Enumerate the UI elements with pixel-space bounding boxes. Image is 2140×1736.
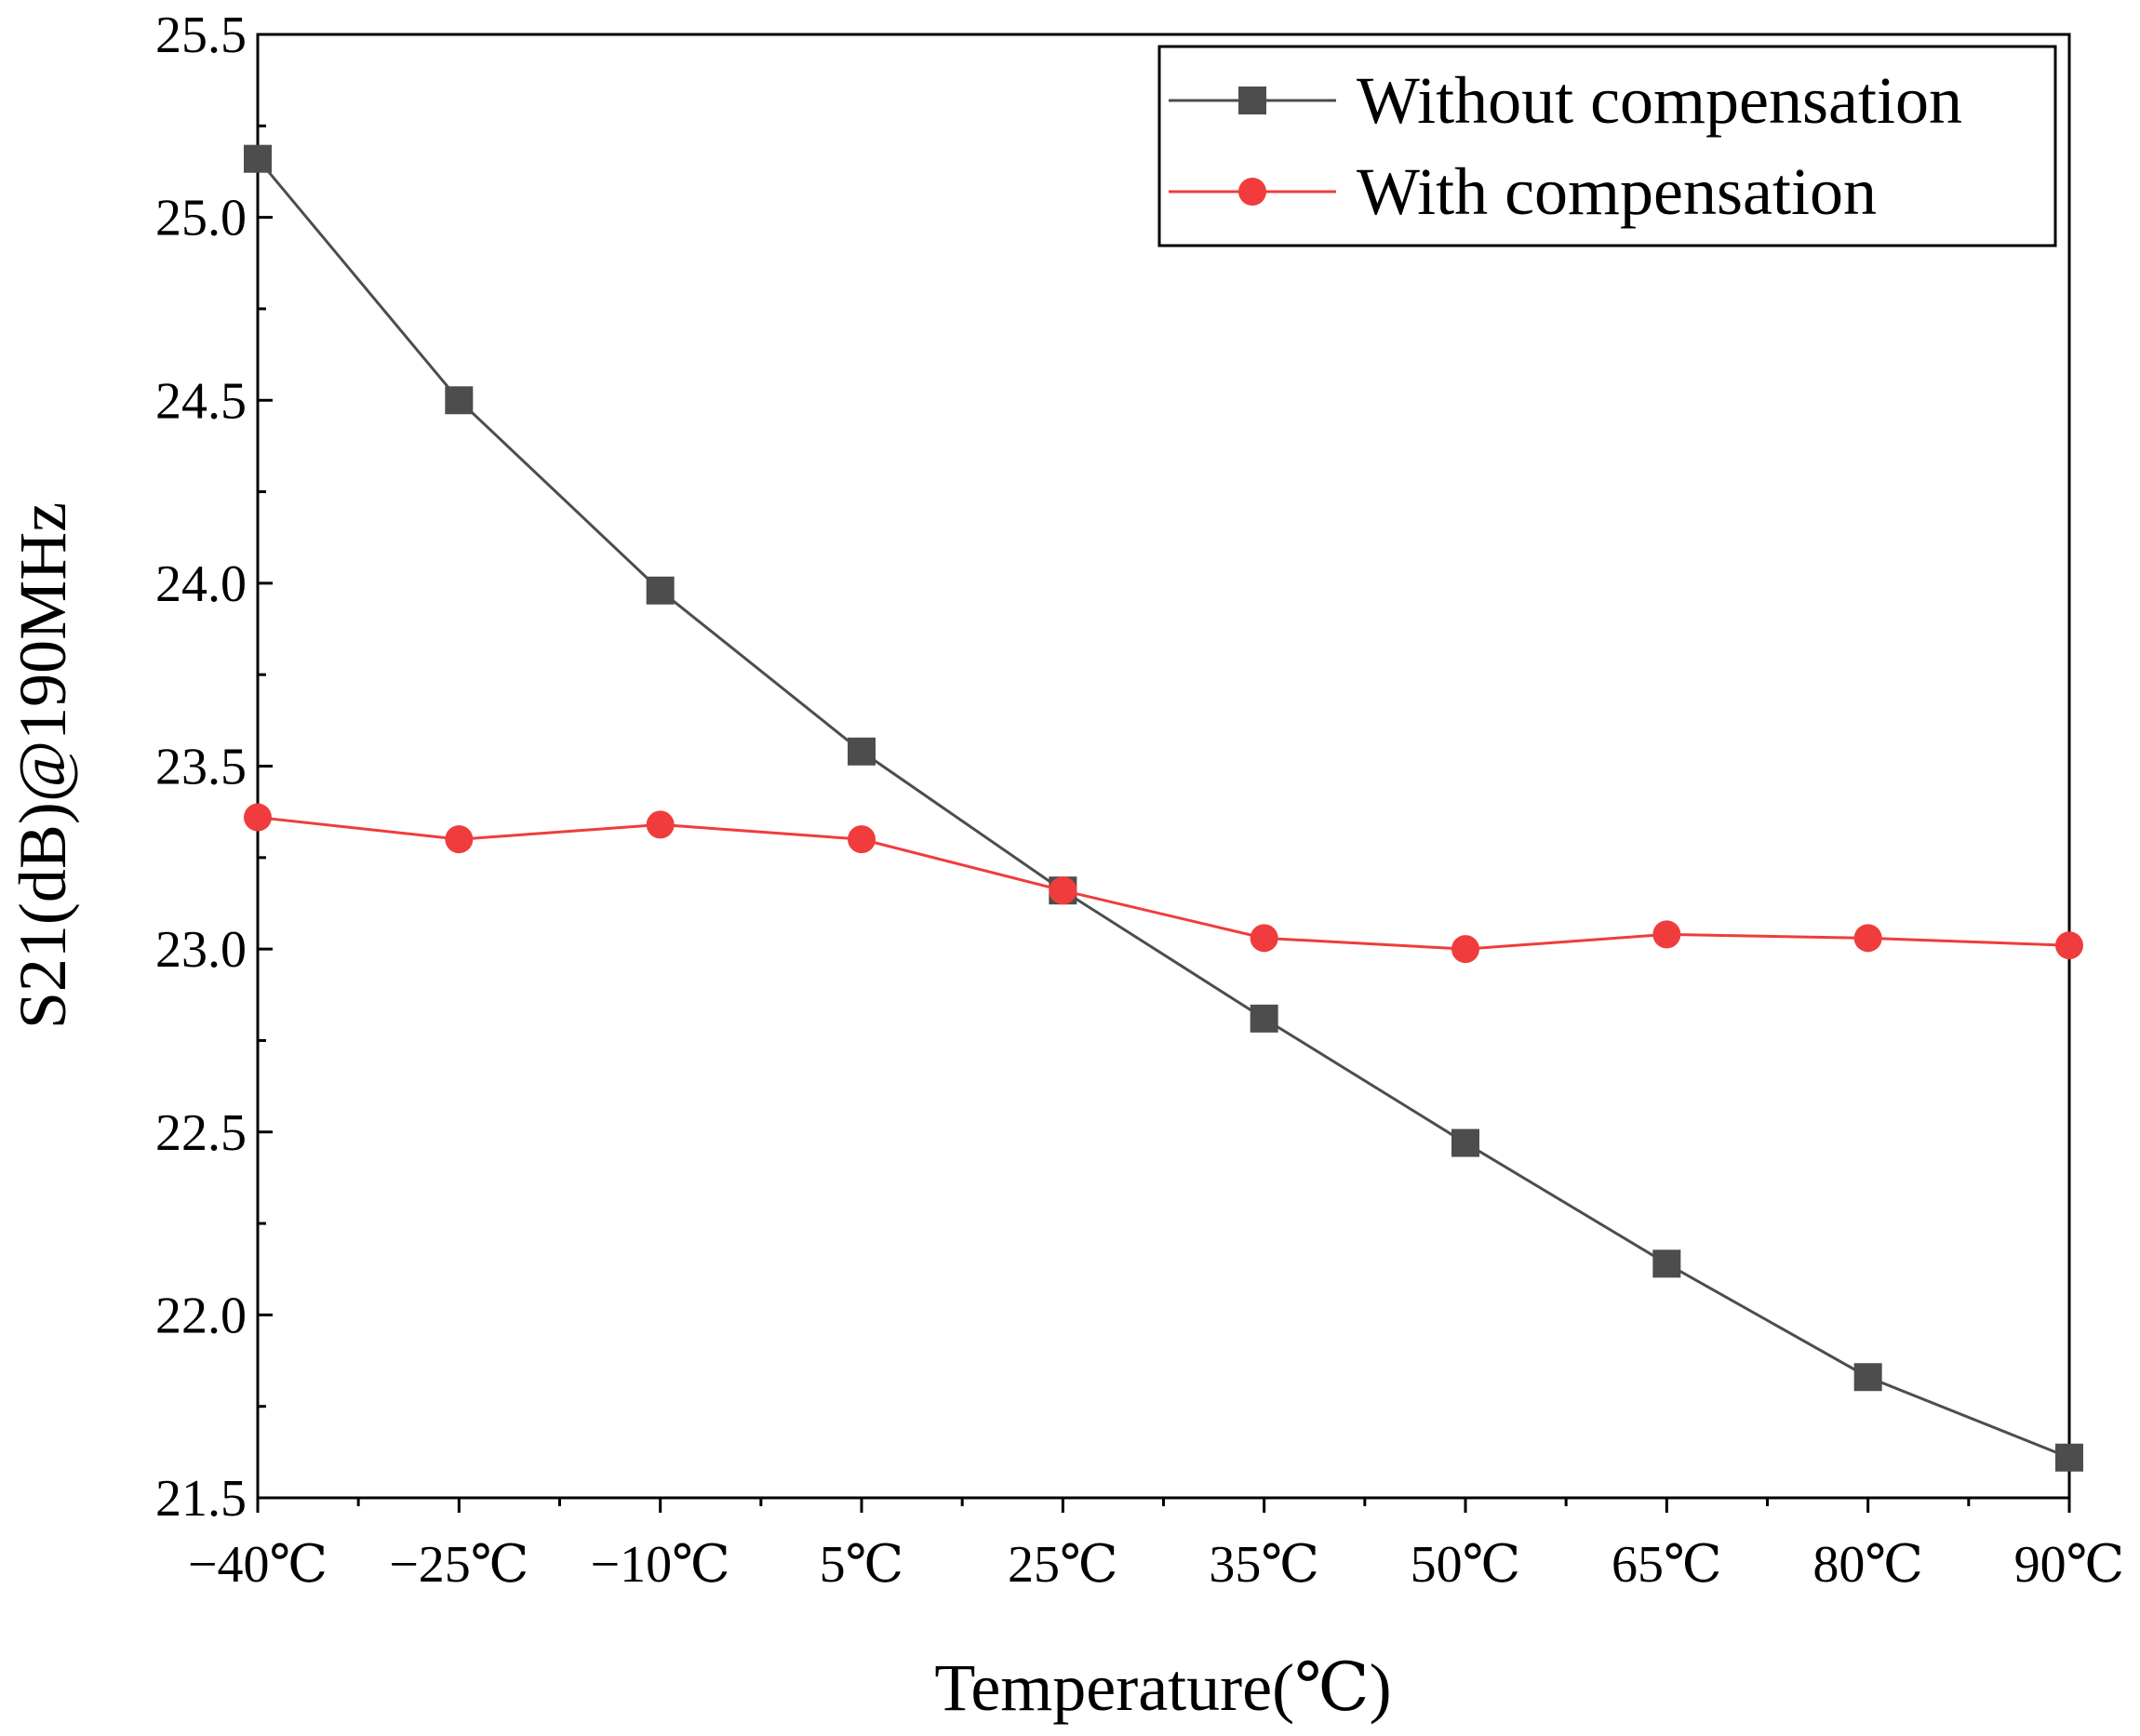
series-point-square bbox=[1853, 1363, 1882, 1392]
series-line bbox=[257, 816, 2070, 951]
series-point-square bbox=[2055, 1443, 2083, 1472]
series-point-square bbox=[1250, 1004, 1278, 1033]
series-layer bbox=[244, 144, 2083, 1472]
y-tick-label: 22.5 bbox=[155, 1104, 247, 1162]
x-tick-label: −25℃ bbox=[389, 1536, 528, 1594]
y-axis: 21.5 22.0 22.5 23.0 23.5 24.0 24.5 25.0 25.5 bbox=[155, 7, 273, 1528]
y-tick-label: 23.0 bbox=[155, 921, 247, 979]
series-point-square bbox=[646, 576, 675, 605]
x-axis-title: Temperature(℃) bbox=[934, 1650, 1391, 1725]
x-tick-label: 5℃ bbox=[820, 1536, 904, 1594]
y-tick-label: 24.0 bbox=[155, 555, 247, 613]
series-point-circle bbox=[1049, 876, 1077, 905]
legend-marker-circle bbox=[1238, 178, 1266, 206]
x-tick-label: 65℃ bbox=[1612, 1536, 1722, 1594]
series-point-circle bbox=[646, 810, 675, 839]
series-line bbox=[256, 157, 2070, 1460]
series-point-circle bbox=[445, 825, 474, 854]
series-point-circle bbox=[1250, 924, 1278, 953]
x-tick-label: −10℃ bbox=[591, 1536, 730, 1594]
x-tick-label: 25℃ bbox=[1008, 1536, 1118, 1594]
series-point-circle bbox=[1853, 924, 1882, 953]
series-point-circle bbox=[848, 825, 876, 854]
y-axis-title: S21(dB)@190MHz bbox=[6, 502, 80, 1029]
legend-marker-square bbox=[1238, 87, 1266, 114]
x-tick-label: 90℃ bbox=[2014, 1536, 2125, 1594]
x-tick-label: 35℃ bbox=[1209, 1536, 1319, 1594]
y-tick-label: 25.0 bbox=[155, 190, 247, 247]
y-tick-label: 21.5 bbox=[155, 1470, 247, 1528]
legend-frame bbox=[1157, 45, 2057, 247]
x-tick-label: 80℃ bbox=[1812, 1536, 1923, 1594]
y-tick-label: 22.0 bbox=[155, 1287, 247, 1344]
series-point-circle bbox=[1652, 920, 1681, 949]
legend-label: With compensation bbox=[1357, 154, 1877, 229]
series-point-square bbox=[445, 386, 474, 415]
x-tick-label: 50℃ bbox=[1411, 1536, 1521, 1594]
series-point-square bbox=[1451, 1128, 1479, 1157]
series-point-circle bbox=[244, 803, 272, 832]
series-point-square bbox=[848, 737, 876, 766]
y-tick-label: 24.5 bbox=[155, 372, 247, 430]
legend-label: Without compensation bbox=[1357, 63, 1962, 138]
series-point-circle bbox=[1451, 935, 1479, 964]
series-point-circle bbox=[2055, 931, 2083, 960]
plot-frame bbox=[256, 33, 2071, 1500]
y-tick-label: 25.5 bbox=[155, 7, 247, 64]
series-point-square bbox=[244, 144, 272, 173]
legend: Without compensation With compensation bbox=[1157, 45, 2057, 247]
x-tick-label: −40℃ bbox=[188, 1536, 328, 1594]
x-axis: −40℃ −25℃ −10℃ 5℃ 25℃ 35℃ 50℃ 65℃ 80℃ 90℃ bbox=[188, 1498, 2124, 1594]
y-tick-label: 23.5 bbox=[155, 739, 247, 796]
series-point-square bbox=[1652, 1249, 1681, 1278]
